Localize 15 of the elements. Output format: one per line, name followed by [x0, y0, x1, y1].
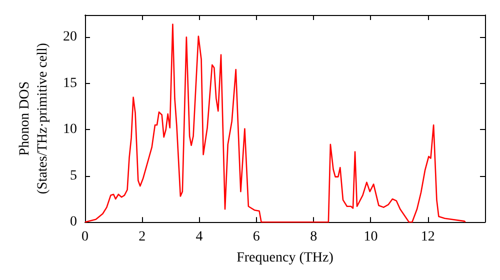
x-tick-label: 0 [82, 230, 88, 245]
y-axis-title: Phonon DOS (States/THz·primitive cell) [18, 42, 50, 194]
y-tick-label: 5 [70, 168, 77, 184]
y-tick-label: 20 [63, 30, 77, 45]
x-tick-label: 2 [138, 230, 146, 245]
y-tick-label: 10 [63, 122, 77, 138]
x-tick-label: 4 [196, 230, 203, 245]
x-tick-label: 12 [420, 230, 435, 245]
x-tick-label: 8 [310, 230, 318, 245]
x-tick-label: 10 [364, 230, 378, 245]
y-tick-label: 15 [63, 76, 77, 91]
x-tick-label: 6 [252, 230, 260, 245]
line-series [84, 24, 466, 223]
x-axis-title: Frequency (THz) [236, 250, 334, 266]
y-tick-label: 0 [70, 214, 77, 230]
